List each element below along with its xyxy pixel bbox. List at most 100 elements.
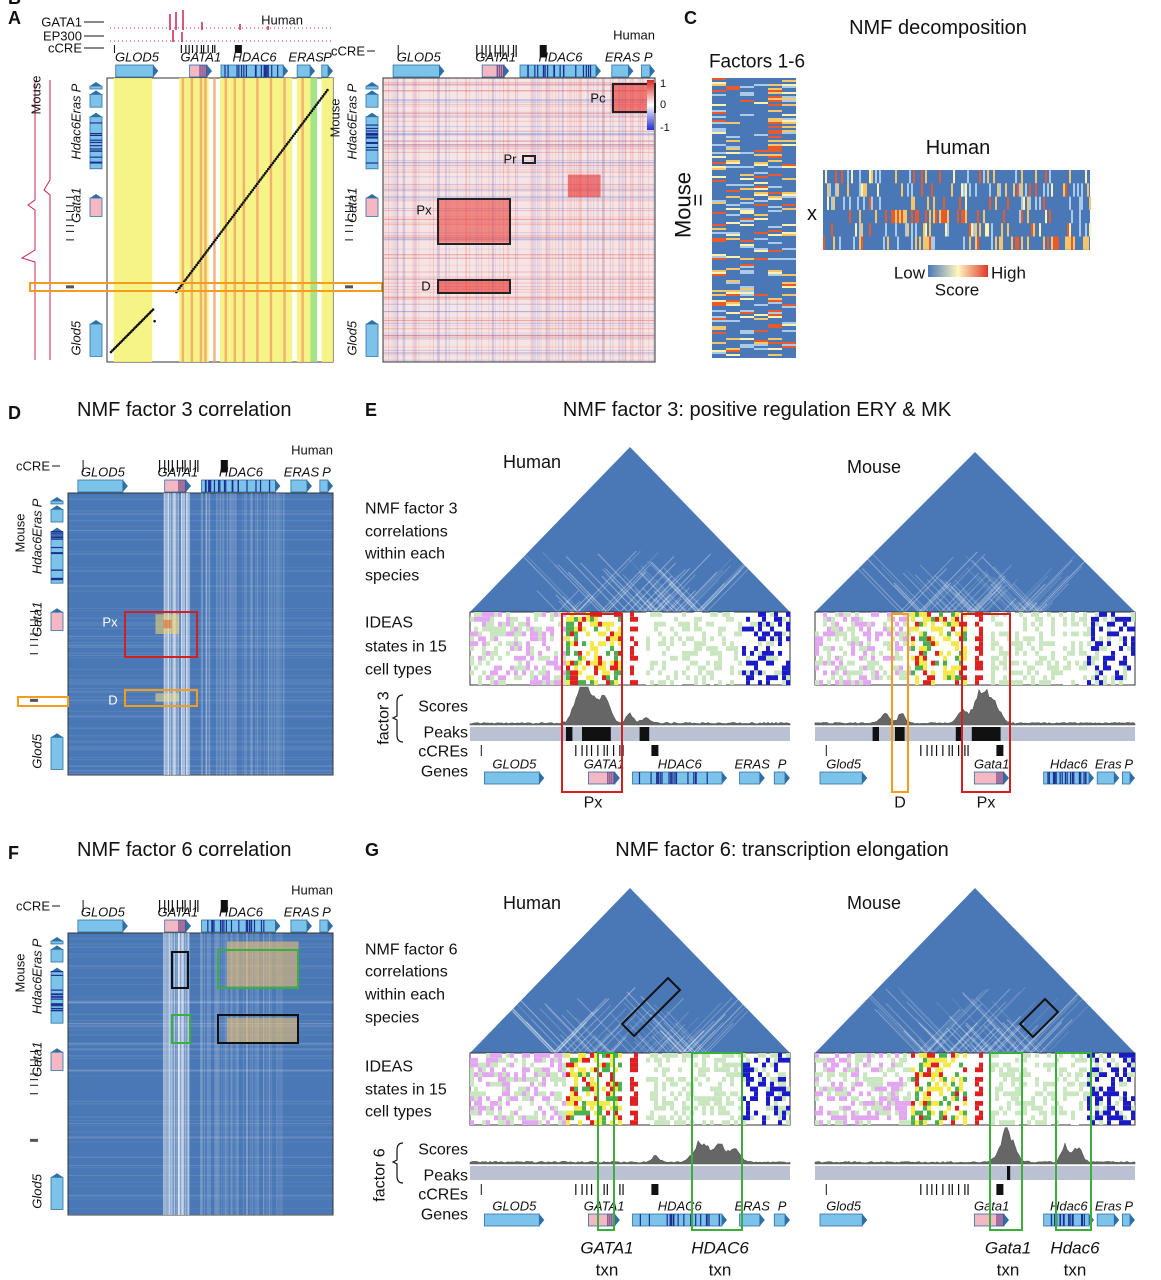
heat-stripe: [577, 600, 590, 613]
ideas-cell: [586, 660, 590, 666]
heat-stripe: [606, 571, 646, 613]
ideas-cell: [578, 1105, 582, 1111]
ideas-cell: [923, 655, 927, 661]
ideas-cell: [538, 612, 542, 617]
matrix-cell: [933, 209, 935, 224]
ideas-cell: [859, 675, 863, 681]
gene-arrow: [366, 112, 378, 117]
alignment-dot: [271, 161, 275, 165]
ideas-cell: [1071, 680, 1075, 685]
ideas-cell: [482, 670, 486, 676]
alignment-dot: [243, 199, 247, 202]
ideas-cell: [1091, 1115, 1095, 1121]
ideas-cell: [650, 650, 654, 656]
ideas-cell: [831, 660, 835, 666]
ideas-cell: [851, 1096, 855, 1101]
matrix-cell: [712, 332, 726, 334]
ideas-cell: [754, 1057, 758, 1063]
heat-stripe: [935, 601, 947, 613]
ideas-cell: [1003, 1062, 1007, 1068]
ideas-cell: [931, 641, 935, 647]
heat-stripe: [556, 1021, 587, 1054]
ideas-cell: [919, 665, 923, 671]
ideas-cell: [1011, 616, 1015, 622]
ideas-cell: [570, 660, 574, 666]
gene-label: HDAC6: [219, 465, 264, 480]
gene: [50, 508, 64, 523]
ideas-cell: [718, 1086, 722, 1092]
gene: [319, 479, 329, 493]
ideas-cell: [750, 650, 754, 656]
ideas-cell: [586, 1091, 590, 1097]
matrix-cell: [740, 258, 754, 260]
heat-stripe: [663, 1021, 694, 1054]
gene: [484, 771, 540, 785]
matrix-cell: [837, 183, 839, 197]
ideas-cell: [955, 1053, 959, 1058]
ideas-cell: [530, 636, 534, 642]
ideas-cell: [1087, 1115, 1091, 1121]
alignment-dot: [279, 151, 283, 154]
ideas-cell: [979, 1115, 983, 1121]
ideas-cell: [582, 680, 586, 685]
ideas-cell: [530, 1081, 534, 1087]
ideas-cell: [943, 1077, 947, 1082]
alignment-dot: [259, 178, 262, 181]
ideas-cell: [718, 660, 722, 666]
ideas-cell: [550, 1091, 554, 1097]
ideas-cell: [786, 1086, 790, 1092]
ideas-cell: [742, 1077, 746, 1082]
ideas-cell: [911, 641, 915, 647]
brace: [391, 1142, 404, 1184]
ideas-cell: [586, 675, 590, 681]
ideas-cell: [534, 1091, 538, 1097]
ideas-cell: [578, 670, 582, 676]
ideas-cell: [835, 1091, 839, 1097]
ideas-cell: [947, 670, 951, 676]
ideas-cell: [654, 621, 658, 627]
ideas-cell: [530, 626, 534, 632]
matrix-cell: [969, 183, 971, 197]
ideas-cell: [1127, 1120, 1131, 1125]
ideas-cell: [694, 675, 698, 681]
gene-arrow: [650, 65, 655, 77]
ideas-cell: [670, 665, 674, 671]
label: Genes: [421, 764, 468, 781]
ideas-cell: [927, 636, 931, 642]
ideas-cell: [1099, 641, 1103, 647]
ideas-cell: [714, 1072, 718, 1077]
ideas-cell: [1003, 1110, 1007, 1116]
ideas-cell: [526, 626, 530, 632]
heat-stripe: [569, 600, 581, 613]
heat-stripe: [700, 569, 742, 613]
ideas-cell: [618, 641, 622, 647]
ideas-cell: [682, 1053, 686, 1058]
matrix-cell: [863, 196, 865, 210]
ideas-cell: [762, 1115, 766, 1121]
ideas-cell: [478, 1077, 482, 1082]
ideas-cell: [1027, 616, 1031, 622]
ideas-cell: [935, 1057, 939, 1063]
gene-label: Hdac6: [345, 121, 360, 159]
heat-stripe: [1038, 603, 1048, 613]
ideas-cell: [1023, 631, 1027, 637]
ideas-cell: [566, 650, 570, 656]
alignment-dot: [210, 242, 214, 246]
ideas-cell: [1083, 612, 1087, 617]
ideas-cell: [1095, 665, 1099, 671]
ideas-cell: [486, 1072, 490, 1077]
gene: [77, 479, 124, 493]
ideas-cell: [726, 626, 730, 632]
heat-stripe: [995, 1017, 1031, 1054]
ideas-cell: [534, 612, 538, 617]
ideas-cell: [1063, 1057, 1067, 1063]
ideas-cell: [1019, 680, 1023, 685]
ideas-cell: [1127, 1077, 1131, 1082]
ideas-cell: [722, 1057, 726, 1063]
ideas-cell: [911, 670, 915, 676]
alignment-dot: [224, 224, 228, 227]
ideas-cell: [919, 1115, 923, 1121]
ideas-cell: [482, 641, 486, 647]
ideas-cell: [614, 1067, 618, 1073]
ideas-cell: [586, 1072, 590, 1077]
